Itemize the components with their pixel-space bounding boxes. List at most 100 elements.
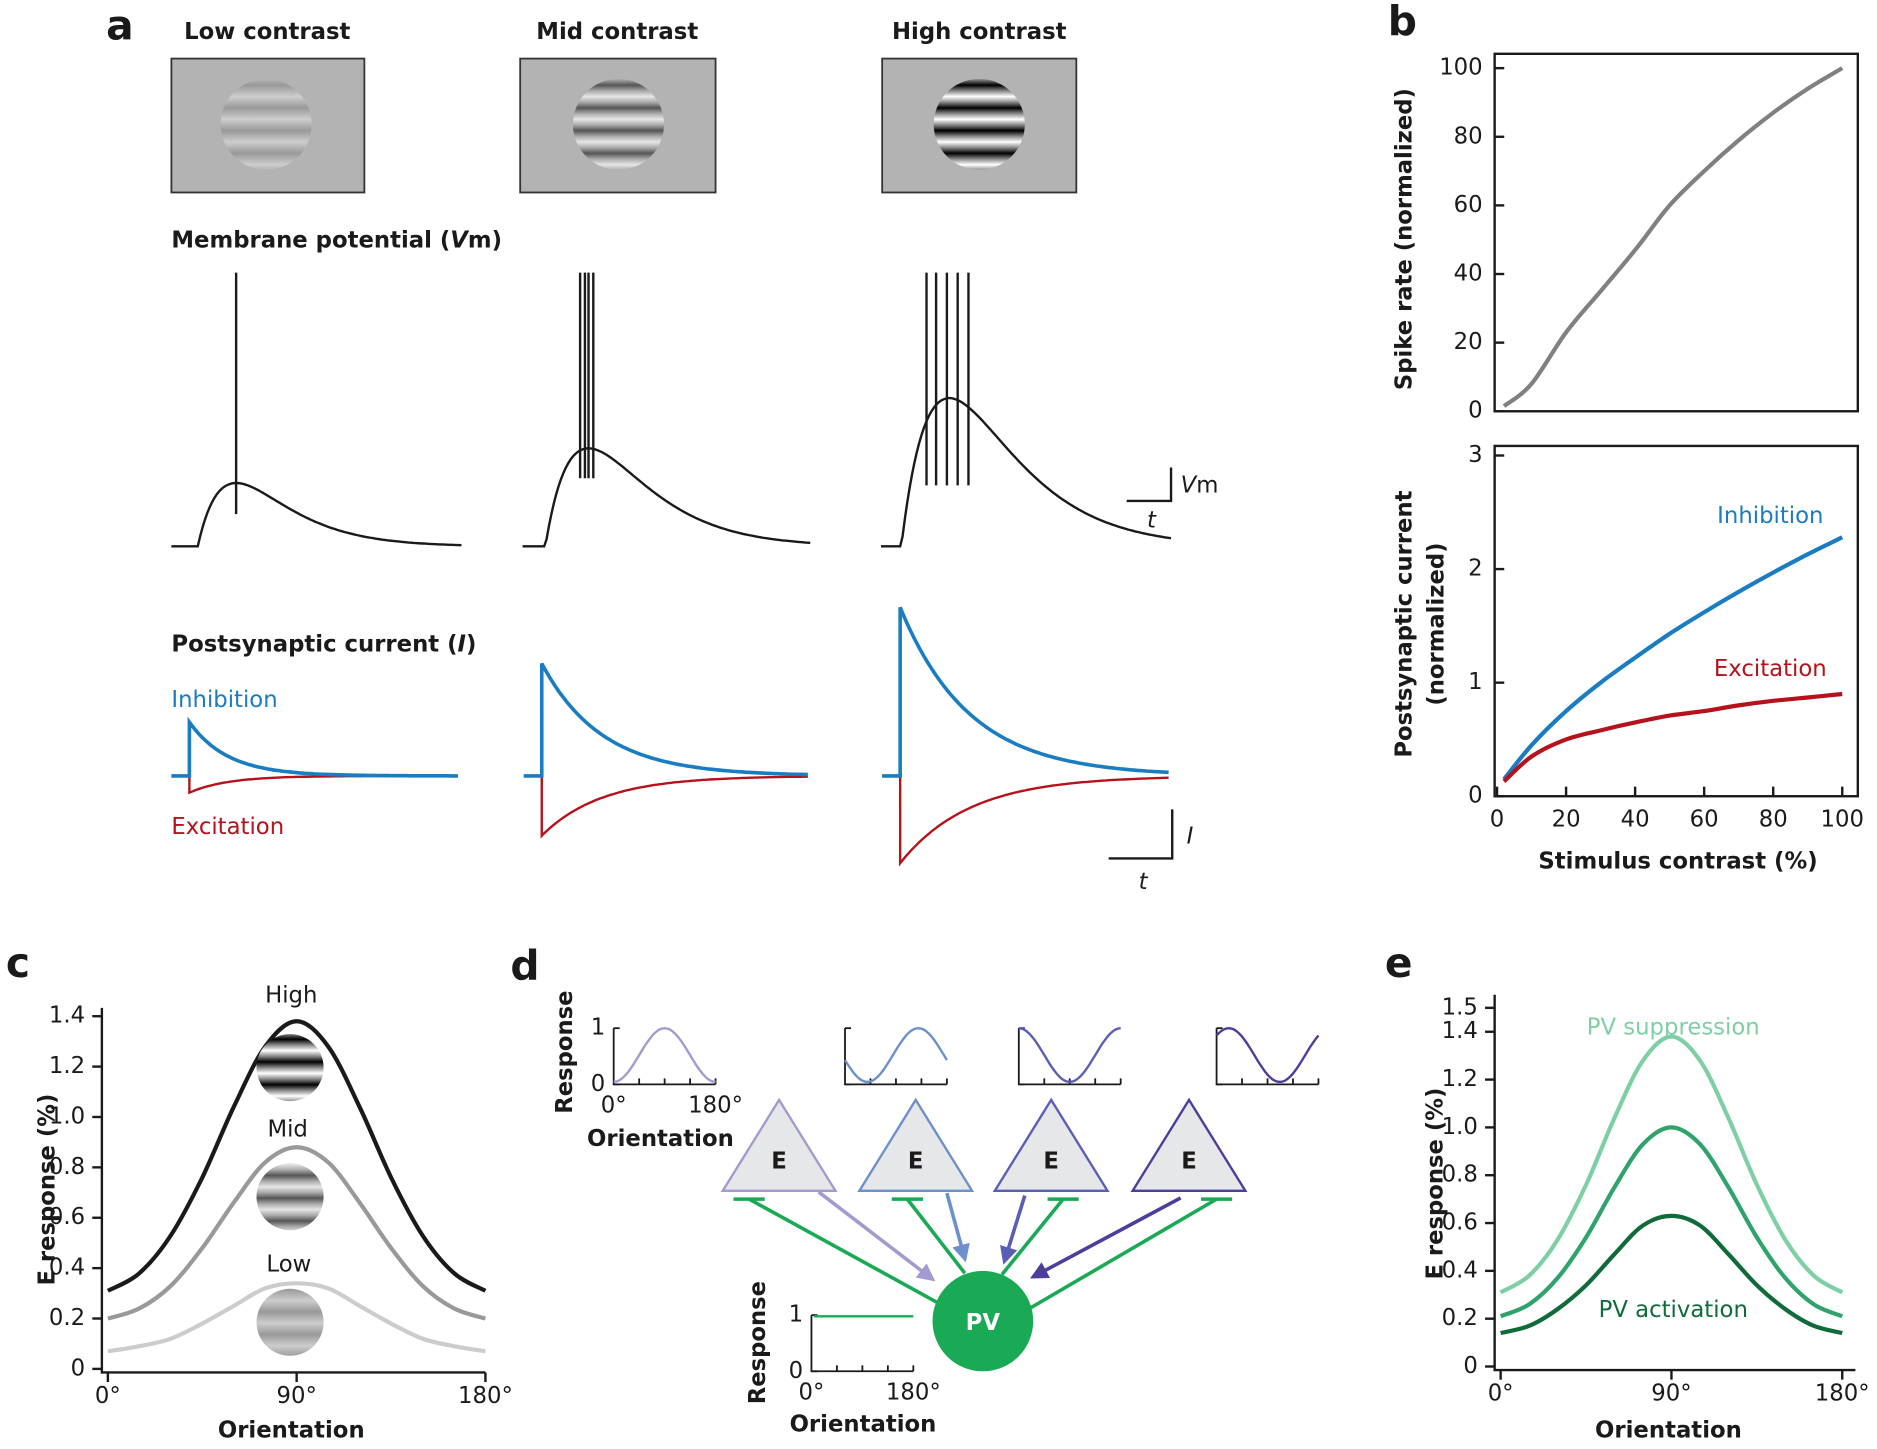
y-tick-label: 0 [1468, 783, 1482, 809]
y-axis-title: Postsynaptic current [1391, 490, 1417, 757]
e-neuron [857, 1097, 975, 1192]
plot-frame [1493, 444, 1860, 798]
axis-line [100, 1007, 486, 1374]
x-axis-title: Stimulus contrast (%) [1538, 849, 1817, 875]
text: ) [466, 631, 476, 657]
series-label: Excitation [1714, 656, 1827, 682]
current-title: Postsynaptic current (I) [171, 631, 476, 657]
x-tick-label: 40 [1621, 807, 1650, 833]
y-tick-label: 1.0 [49, 1103, 85, 1129]
grating [256, 1163, 324, 1231]
panel-label: c [6, 939, 30, 987]
panel-label: d [510, 941, 539, 989]
grating [220, 78, 312, 170]
y-tick-label: 1.2 [1442, 1066, 1478, 1092]
panel-label: e [1385, 939, 1413, 987]
mini-axis [810, 1315, 914, 1373]
series-line [1500, 1213, 1843, 1336]
y-tick-label: 1.5 [1442, 994, 1478, 1020]
mini-axis [1017, 1028, 1121, 1086]
scale-label: Vm [1181, 472, 1219, 498]
excitation-trace [523, 774, 808, 839]
y-tick-label: 0.4 [49, 1255, 85, 1281]
scale-label: I [1187, 823, 1194, 849]
vm-trace [880, 396, 1172, 548]
scale-bar [1126, 467, 1173, 503]
y-tick-label: 1.0 [1442, 1114, 1478, 1140]
series-line [106, 1019, 487, 1293]
e-label: E [1043, 1149, 1059, 1175]
text: m) [468, 227, 502, 253]
y-tick-label: 60 [1454, 192, 1483, 218]
tuning-curve [613, 1026, 716, 1084]
vm-title: Membrane potential (Vm) [171, 227, 502, 253]
y-tick-label: 0.4 [1442, 1257, 1478, 1283]
text: m [1196, 472, 1218, 498]
stimuli [170, 57, 1078, 194]
scale-label: t [1147, 508, 1157, 534]
text: Membrane potential ( [171, 227, 450, 253]
excitatory-link [945, 1192, 970, 1263]
y-tick-label: 2 [1468, 556, 1482, 582]
scale-label: t [1139, 869, 1149, 895]
grating [256, 1034, 324, 1102]
excitatory-link [1030, 1196, 1182, 1279]
series-line [1502, 691, 1843, 783]
x-tick-label: 60 [1690, 807, 1719, 833]
series-label: Inhibition [1717, 503, 1823, 529]
series-line [1499, 1034, 1844, 1295]
y-tick-label: 1 [1468, 669, 1482, 695]
series-label: PV suppression [1587, 1015, 1760, 1041]
x-tick-label: 80 [1759, 807, 1788, 833]
y-tick-label: 0.2 [1442, 1305, 1478, 1331]
x-tick-label: 0° [1488, 1381, 1514, 1407]
mini-tick-label: 1 [591, 1015, 605, 1041]
stimulus-title: High contrast [892, 19, 1067, 45]
series-label: PV activation [1599, 1297, 1748, 1323]
tuning-curve [843, 1026, 948, 1084]
x-tick-label: 100 [1821, 807, 1864, 833]
pv-label: PV [966, 1310, 1001, 1336]
y-tick-label: 0 [71, 1355, 85, 1381]
vm-trace [522, 447, 811, 548]
excitation-trace [882, 774, 1169, 867]
y-tick-label: 0.6 [1442, 1210, 1478, 1236]
mini-tick-label: 1 [789, 1302, 803, 1328]
series-line [1502, 535, 1844, 781]
panel-label: b [1388, 0, 1417, 45]
axis-title: Orientation [790, 1412, 937, 1438]
axis-title: Response [745, 1281, 771, 1404]
mini-axis [612, 1028, 716, 1086]
mini-tick-label: 0° [799, 1379, 825, 1405]
text: Postsynaptic current ( [171, 631, 457, 657]
e-label: E [771, 1149, 787, 1175]
y-tick-label: 20 [1454, 329, 1483, 355]
excitation-label: Excitation [171, 814, 284, 840]
e-label: E [908, 1149, 924, 1175]
y-tick-label: 0.6 [49, 1204, 85, 1230]
mini-tick-label: 180° [688, 1092, 743, 1118]
series-label: Low [266, 1251, 311, 1277]
stimulus-title: Low contrast [184, 19, 350, 45]
circuit: 0 1 0° 180° Response Orientation 0 1 0° 180° Respo… [552, 990, 1320, 1438]
inhibition-trace [882, 606, 1169, 778]
y-axis-title: Spike rate (normalized) [1391, 88, 1417, 390]
text: I [458, 631, 466, 657]
plot-frame [1493, 52, 1860, 413]
excitatory-link [1000, 1195, 1027, 1265]
traces [171, 272, 1172, 867]
panel-label: a [106, 2, 134, 50]
x-tick-label: 180° [458, 1383, 513, 1409]
y-tick-label: 0 [1468, 398, 1482, 424]
inhibitory-link [905, 1198, 967, 1275]
y-axis-title: E response (%) [1422, 1088, 1448, 1280]
y-tick-label: 80 [1454, 123, 1483, 149]
x-tick-label: 20 [1552, 807, 1581, 833]
pv-neuron [932, 1270, 1034, 1372]
inhibition-trace [171, 716, 458, 778]
text: V [450, 227, 470, 253]
y-tick-label: 0.8 [49, 1154, 85, 1180]
e-neuron [720, 1097, 838, 1192]
